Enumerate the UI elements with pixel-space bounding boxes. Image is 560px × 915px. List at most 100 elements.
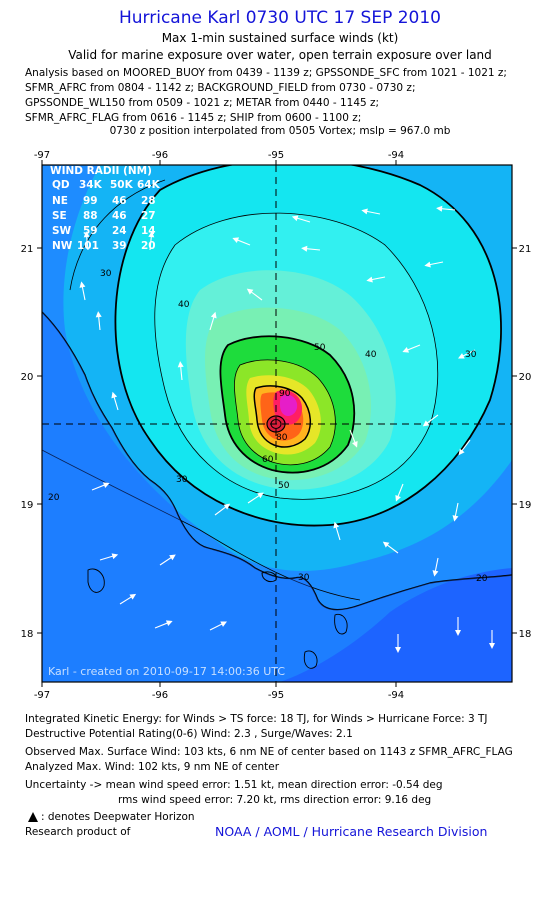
- wind-radii-title: WIND RADII (NM): [50, 165, 152, 177]
- ike-note: Integrated Kinetic Energy: for Winds > T…: [25, 713, 488, 725]
- destructive-rating: Destructive Potential Rating(0-6) Wind: …: [25, 728, 353, 740]
- wind-arrow: [209, 621, 227, 631]
- contour-label: 40: [365, 350, 377, 360]
- coastline-land: [42, 312, 512, 682]
- wind-radii-cell: 88: [83, 210, 98, 222]
- wind-arrow: [395, 483, 404, 502]
- uncertainty-line-1: Uncertainty -> mean wind speed error: 1.…: [25, 779, 443, 791]
- contour-label: 90: [279, 389, 291, 399]
- lat-tick-label: 21: [21, 244, 34, 255]
- wind-arrow: [436, 205, 456, 212]
- observed-max-wind: Observed Max. Surface Wind: 103 kts, 6 n…: [25, 746, 513, 758]
- wind-arrow: [301, 245, 321, 252]
- wind-radii-col-header: QD: [52, 179, 70, 191]
- contour-label: 60: [262, 455, 274, 465]
- map-title: Hurricane Karl 0730 UTC 17 SEP 2010: [118, 8, 441, 28]
- wind-arrow: [111, 391, 119, 411]
- contour-lines: [42, 165, 502, 601]
- wind-arrow: [232, 237, 251, 246]
- analysis-line: Analysis based on MOORED_BUOY from 0439 …: [25, 67, 507, 79]
- wind-vectors: [79, 205, 495, 653]
- lon-tick-label: -97: [34, 150, 50, 161]
- analysis-line: GPSSONDE_WL150 from 0509 - 1021 z; METAR…: [25, 97, 380, 109]
- deepwater-horizon-icon: [28, 812, 38, 822]
- axis-ticks: [37, 160, 517, 687]
- wind-arrow: [83, 231, 90, 251]
- contour-label: 30: [298, 573, 310, 583]
- wind-arrow: [91, 482, 110, 491]
- wind-radii-cell: 101: [77, 240, 99, 252]
- wind-arrow: [424, 261, 444, 268]
- wind-arrow: [452, 502, 459, 522]
- wind-arrow: [99, 553, 119, 561]
- wind-arrow: [154, 620, 173, 629]
- contour-label: 20: [48, 493, 60, 503]
- contour-label: 50: [314, 343, 326, 353]
- contour-band-100kt: [280, 394, 298, 416]
- lat-tick-label: 18: [519, 629, 532, 640]
- wind-radii-cell: 14: [141, 225, 156, 237]
- wind-arrow: [349, 429, 358, 448]
- wind-arrow: [422, 414, 439, 427]
- uncertainty-line-2: rms wind speed error: 7.20 kt, rms direc…: [118, 794, 432, 806]
- lat-tick-label: 18: [21, 629, 34, 640]
- contour-label: 50: [278, 481, 290, 491]
- map-frame: [41, 164, 513, 683]
- wind-arrow: [395, 634, 401, 653]
- contour-label: 20: [476, 574, 488, 584]
- position-note: 0730 z position interpolated from 0505 V…: [109, 125, 451, 137]
- wind-arrow: [366, 276, 386, 283]
- wind-radii-cell: NW: [52, 240, 73, 252]
- wind-radii-cell: SE: [52, 210, 67, 222]
- wind-radii-cell: 99: [83, 195, 98, 207]
- contour-label: 30: [176, 475, 188, 485]
- wind-arrow: [177, 361, 184, 381]
- lat-tick-label: 19: [21, 500, 34, 511]
- wind-radii-table: WIND RADII (NM) QD 34K 50K 64K NE 99 46 …: [50, 165, 161, 252]
- lon-tick-label: -97: [34, 690, 50, 701]
- wind-arrow: [361, 208, 381, 215]
- wind-arrow: [246, 288, 263, 301]
- lat-tick-label: 21: [519, 244, 532, 255]
- wind-radii-cell: 28: [141, 195, 156, 207]
- wind-arrow: [148, 231, 155, 251]
- validity-note: Valid for marine exposure over water, op…: [68, 48, 492, 62]
- coastline: [42, 311, 512, 611]
- wind-radii-col-header: 34K: [79, 179, 103, 191]
- wind-radii-cell: NE: [52, 195, 68, 207]
- lat-tick-label: 20: [519, 372, 532, 383]
- wind-arrow: [159, 554, 176, 566]
- analysis-line: SFMR_AFRC from 0804 - 1142 z; BACKGROUND…: [25, 82, 416, 94]
- analyzed-max-wind: Analyzed Max. Wind: 102 kts, 9 nm NE of …: [25, 761, 280, 773]
- deepwater-legend: : denotes Deepwater Horizon: [41, 811, 195, 823]
- wind-arrow: [382, 541, 399, 554]
- map-watermark: Karl - created on 2010-09-17 14:00:36 UT…: [48, 665, 285, 678]
- wind-arrow: [209, 311, 217, 331]
- wind-arrow: [432, 557, 439, 577]
- contour-label: 30: [100, 269, 112, 279]
- wind-radii-cell: 39: [112, 240, 127, 252]
- credit-link[interactable]: NOAA / AOML / Hurricane Research Divisio…: [215, 824, 488, 839]
- lon-tick-label: -95: [268, 150, 284, 161]
- wind-radii-cell: 46: [112, 195, 127, 207]
- contour-label: 30: [465, 350, 477, 360]
- wind-arrow: [291, 215, 311, 223]
- contour-label: 80: [276, 433, 288, 443]
- wind-radii-cell: SW: [52, 225, 72, 237]
- wind-arrow: [119, 593, 137, 605]
- lon-tick-label: -94: [388, 150, 404, 161]
- wind-arrow: [214, 503, 231, 516]
- lat-tick-label: 19: [519, 500, 532, 511]
- lon-tick-label: -95: [268, 690, 284, 701]
- wind-arrow: [458, 349, 476, 359]
- wind-arrow: [79, 281, 86, 301]
- wind-arrow: [455, 617, 461, 636]
- wind-arrow: [95, 311, 102, 331]
- lon-tick-label: -96: [152, 150, 168, 161]
- wind-arrow: [458, 439, 471, 456]
- lat-tick-label: 20: [21, 372, 34, 383]
- wind-arrow: [247, 492, 264, 504]
- research-label: Research product of: [25, 826, 131, 838]
- wind-arrow: [333, 521, 341, 541]
